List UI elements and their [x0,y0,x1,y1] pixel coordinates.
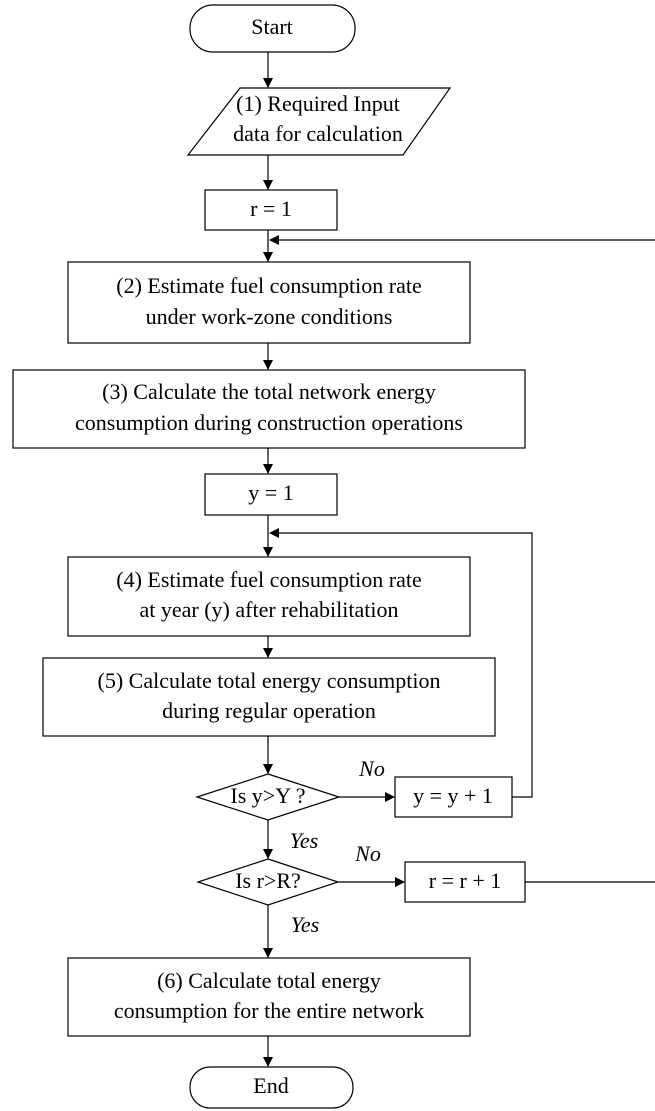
node-label: during regular operation [162,698,376,723]
process-box [67,957,471,1037]
node-label: r = 1 [250,196,292,221]
node-label: (5) Calculate total energy consumption [98,668,441,693]
node-label: Is r>R? [235,868,301,893]
node-label: Is y>Y ? [230,783,305,808]
node-label: at year (y) after rehabilitation [140,597,399,622]
process-box [42,657,496,737]
node-label: (6) Calculate total energy [157,968,381,993]
process-box [67,261,471,344]
decision [195,773,341,821]
terminal [189,4,356,53]
node-label: y = y + 1 [413,783,493,808]
input-shape [186,87,452,156]
process-box [67,556,471,637]
node-label: (1) Required Input [236,91,400,116]
process-box [394,776,513,818]
edge-label: No [358,756,385,781]
edge-label: No [354,841,381,866]
process-box [204,189,338,231]
connectors [263,52,655,1067]
loop-arrow [269,528,533,798]
node-label: End [253,1073,288,1098]
node-label: consumption for the entire network [114,998,424,1023]
node-label: data for calculation [233,121,403,146]
edge-label: Yes [290,828,319,853]
process-box [204,473,338,516]
node-label: r = r + 1 [429,868,501,893]
node-label: (3) Calculate the total network energy [102,379,436,404]
edge-label: Yes [291,912,320,937]
node-label: (2) Estimate fuel consumption rate [116,273,421,298]
node-label: Start [251,14,293,39]
process-box [12,369,526,449]
decision [196,858,340,906]
node-label: consumption during construction operatio… [75,410,463,435]
node-label: under work-zone conditions [146,304,393,329]
node-label: y = 1 [248,480,293,505]
terminal [189,1066,354,1109]
process-box [404,861,526,903]
node-label: (4) Estimate fuel consumption rate [116,567,421,592]
